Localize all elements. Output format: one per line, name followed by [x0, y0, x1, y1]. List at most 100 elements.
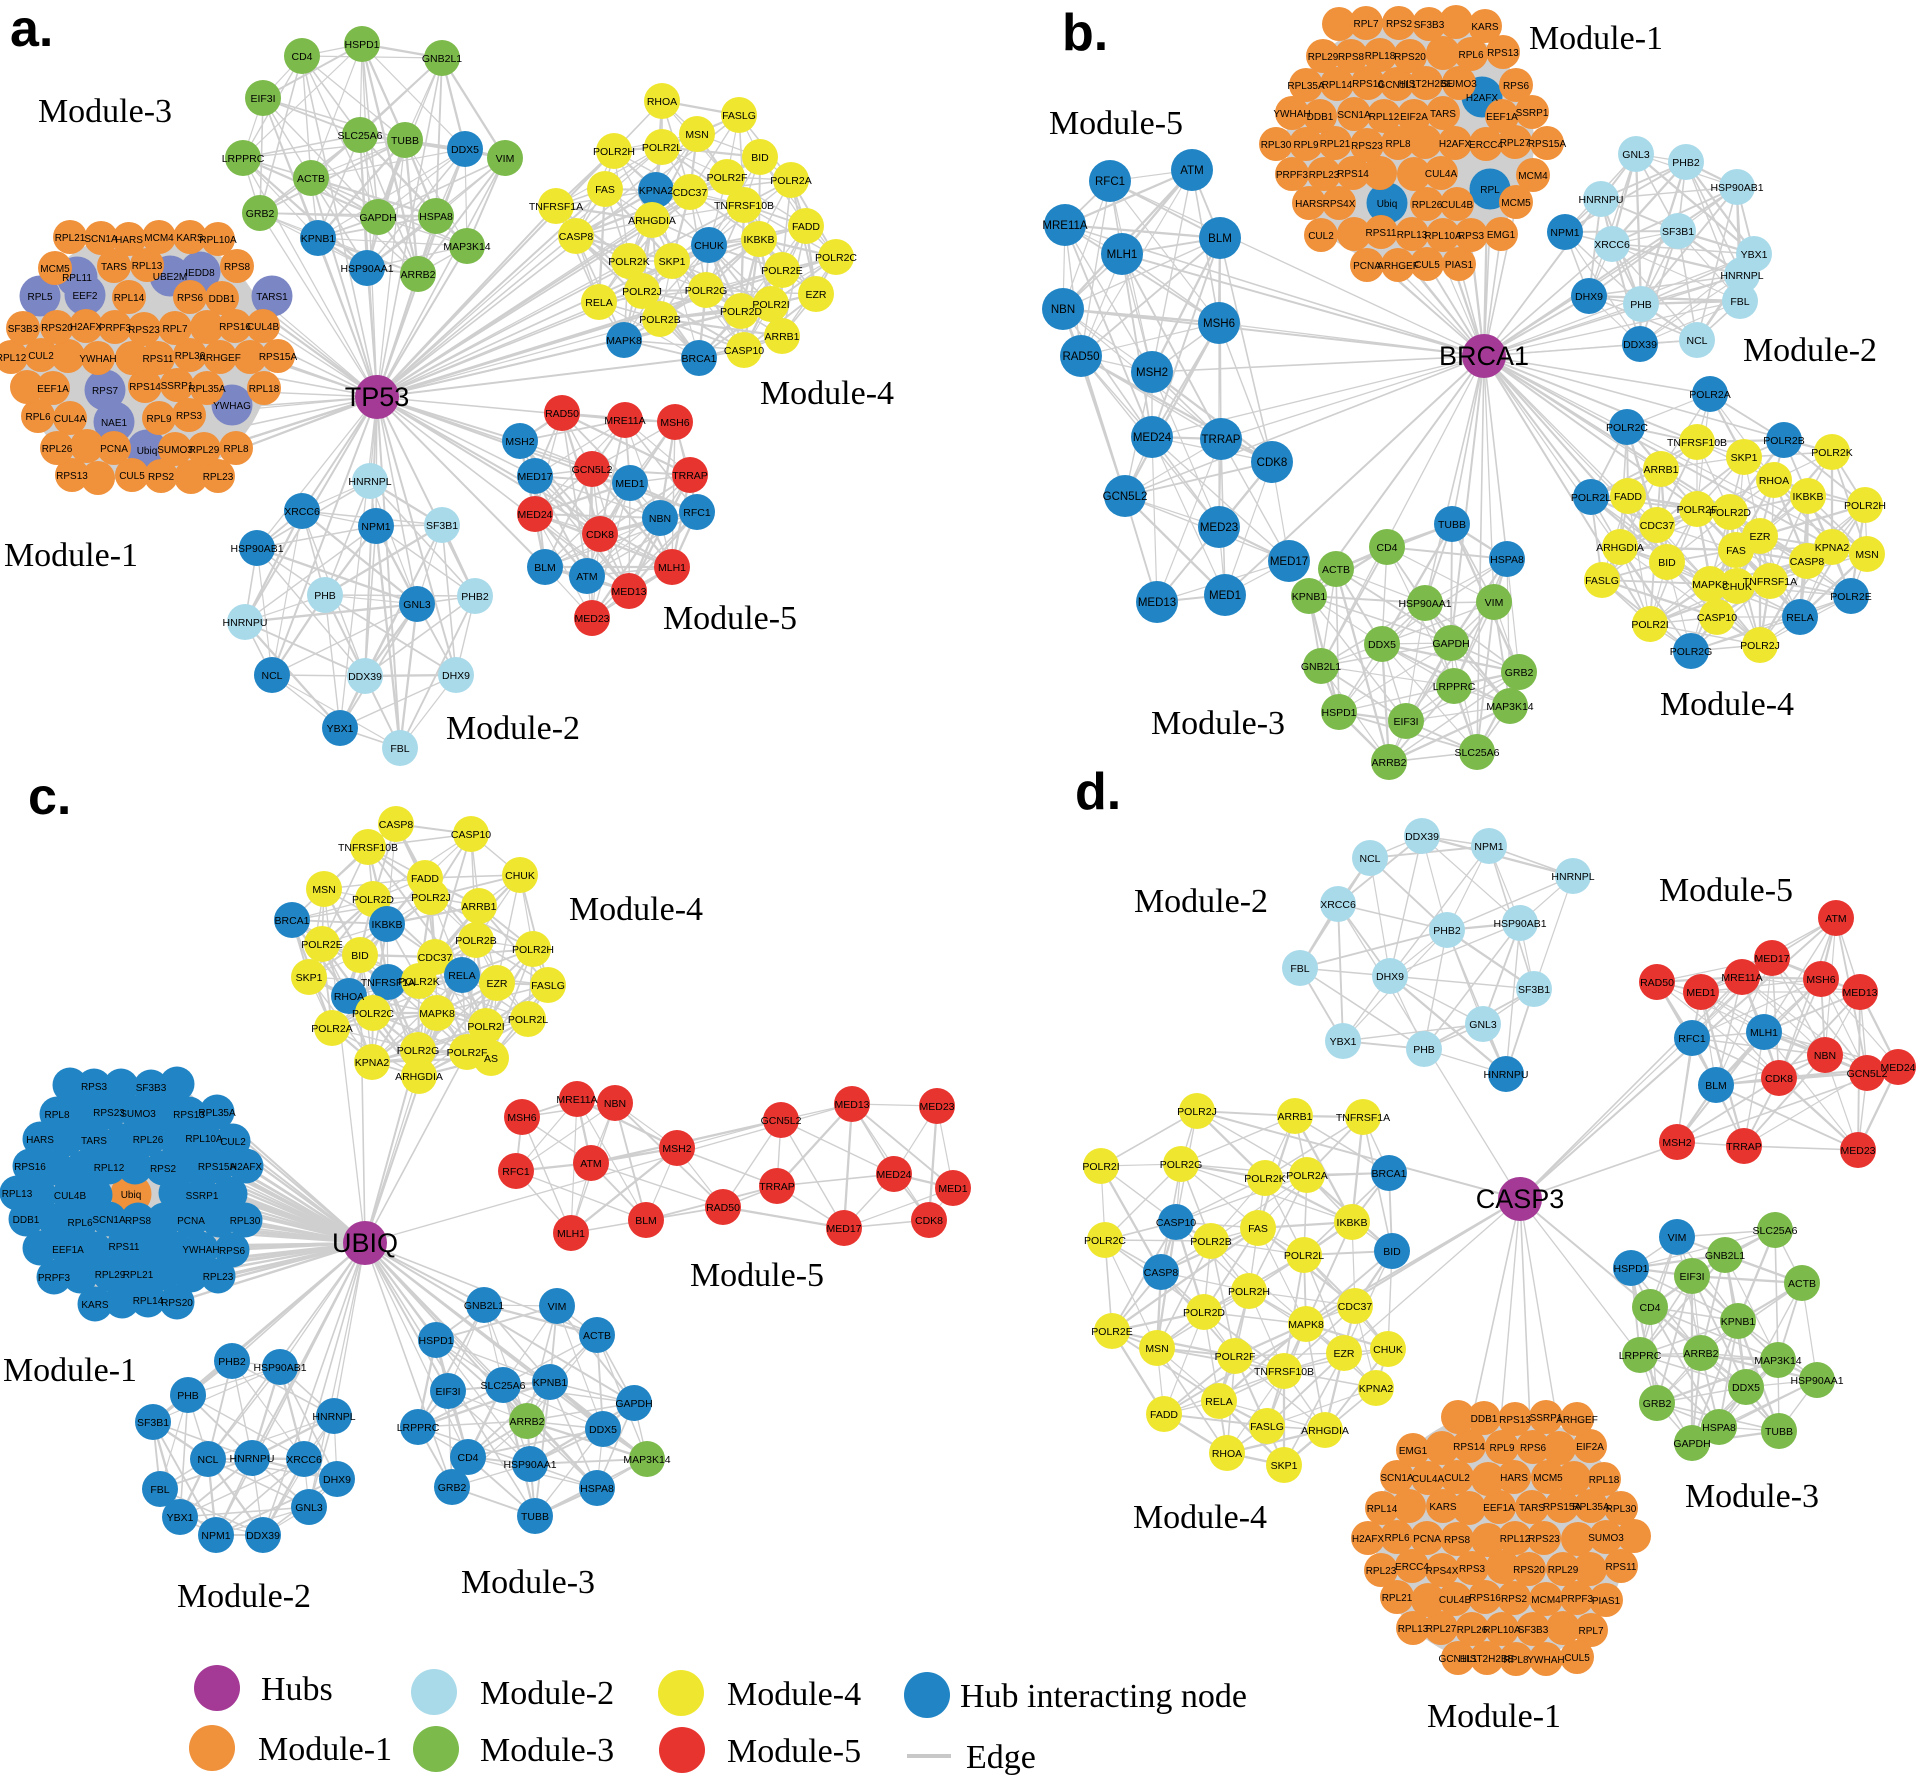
svg-text:NBN: NBN	[1814, 1050, 1836, 1062]
svg-text:RPS11: RPS11	[109, 1242, 140, 1253]
svg-text:RPS8: RPS8	[224, 262, 251, 273]
svg-text:MSH2: MSH2	[505, 436, 534, 448]
svg-text:HSP90AB1: HSP90AB1	[1710, 182, 1763, 194]
svg-text:VIM: VIM	[1668, 1232, 1687, 1244]
svg-text:SCN1A: SCN1A	[1337, 110, 1371, 121]
svg-text:DDB1: DDB1	[13, 1215, 40, 1226]
svg-text:MED17: MED17	[826, 1223, 861, 1235]
svg-text:RPL23: RPL23	[1366, 1566, 1397, 1577]
svg-text:SF3B3: SF3B3	[8, 324, 39, 335]
svg-text:POLR2H: POLR2H	[1844, 500, 1886, 512]
svg-text:HNRNPU: HNRNPU	[230, 1453, 275, 1465]
svg-text:CD4: CD4	[291, 51, 312, 63]
svg-text:MAPK8: MAPK8	[419, 1008, 455, 1020]
svg-text:POLR2L: POLR2L	[1571, 492, 1611, 504]
svg-text:HSPD1: HSPD1	[1321, 707, 1356, 719]
svg-text:RPL27: RPL27	[1500, 138, 1531, 149]
svg-text:ARHGDIA: ARHGDIA	[395, 1071, 443, 1083]
svg-text:DDX5: DDX5	[451, 144, 479, 156]
svg-text:MED24: MED24	[517, 509, 552, 521]
svg-text:POLR2J: POLR2J	[1177, 1106, 1217, 1118]
svg-text:Ubiq: Ubiq	[1377, 199, 1398, 210]
svg-text:RPL30: RPL30	[1261, 140, 1292, 151]
svg-text:RPL18: RPL18	[249, 384, 280, 395]
svg-text:Module-2: Module-2	[1134, 883, 1268, 920]
svg-text:ARRB1: ARRB1	[1643, 464, 1678, 476]
svg-text:SCN1A: SCN1A	[92, 1215, 126, 1226]
svg-text:CASP10: CASP10	[1156, 1217, 1196, 1229]
svg-text:SSRP1: SSRP1	[1530, 1413, 1563, 1424]
svg-text:IKBKB: IKBKB	[1793, 491, 1824, 503]
svg-text:SF3B3: SF3B3	[1414, 20, 1445, 31]
svg-text:RPS3: RPS3	[1458, 231, 1485, 242]
svg-text:Module-5: Module-5	[727, 1733, 861, 1770]
svg-text:CASP10: CASP10	[724, 345, 764, 357]
svg-text:RPS4X: RPS4X	[1323, 199, 1356, 210]
svg-text:HSPA8: HSPA8	[1490, 554, 1524, 566]
svg-text:PRPF3: PRPF3	[1276, 170, 1309, 181]
svg-text:MED23: MED23	[1840, 1145, 1875, 1157]
svg-text:ARHGDIA: ARHGDIA	[1301, 1425, 1349, 1437]
svg-text:ARRB1: ARRB1	[461, 901, 496, 913]
svg-text:CUL4B: CUL4B	[1441, 200, 1474, 211]
svg-text:SF3B3: SF3B3	[136, 1083, 167, 1094]
svg-text:TUBB: TUBB	[1765, 1426, 1793, 1438]
svg-text:NCL: NCL	[197, 1454, 218, 1466]
svg-text:DDX5: DDX5	[1368, 639, 1396, 651]
svg-text:POLR2C: POLR2C	[1606, 422, 1648, 434]
svg-text:Module-3: Module-3	[1685, 1478, 1819, 1515]
svg-text:MED23: MED23	[574, 613, 609, 625]
svg-text:SSRP1: SSRP1	[1516, 108, 1549, 119]
svg-text:CHUK: CHUK	[694, 240, 724, 252]
svg-text:SF3B3: SF3B3	[1518, 1625, 1549, 1636]
svg-text:MLH1: MLH1	[557, 1228, 585, 1240]
svg-text:BLM: BLM	[1208, 233, 1232, 245]
svg-text:POLR2L: POLR2L	[1284, 1250, 1324, 1262]
svg-text:CUL5: CUL5	[1564, 1653, 1590, 1664]
svg-text:Module-5: Module-5	[1049, 105, 1183, 142]
svg-text:RPS16: RPS16	[1469, 1593, 1501, 1604]
svg-text:HSP90AA1: HSP90AA1	[340, 263, 393, 275]
svg-text:POLR2E: POLR2E	[301, 939, 342, 951]
svg-text:CASP3: CASP3	[1476, 1184, 1565, 1214]
svg-text:SKP1: SKP1	[296, 972, 323, 984]
svg-text:RPL7: RPL7	[162, 324, 187, 335]
svg-text:YBX1: YBX1	[167, 1512, 194, 1524]
svg-text:CDC37: CDC37	[1640, 520, 1675, 532]
svg-text:YWHAH: YWHAH	[79, 354, 116, 365]
svg-text:EZR: EZR	[1750, 531, 1771, 543]
svg-text:Module-1: Module-1	[4, 537, 138, 574]
svg-text:ARHGEF: ARHGEF	[1377, 261, 1419, 272]
svg-text:a.: a.	[10, 0, 53, 58]
svg-text:TRRAP: TRRAP	[672, 470, 708, 482]
svg-text:TNFRSF10B: TNFRSF10B	[714, 200, 774, 212]
svg-text:TNFRSF1A: TNFRSF1A	[361, 977, 415, 989]
svg-text:HSP90AB1: HSP90AB1	[253, 1362, 306, 1374]
svg-text:RPL10A: RPL10A	[185, 1134, 223, 1145]
svg-text:RPL5: RPL5	[27, 292, 52, 303]
svg-text:KPNB1: KPNB1	[533, 1377, 568, 1389]
svg-text:EMG1: EMG1	[1487, 230, 1516, 241]
svg-text:RPS13: RPS13	[1499, 1415, 1531, 1426]
svg-text:HNRNPL: HNRNPL	[1551, 871, 1594, 883]
svg-text:ACTB: ACTB	[297, 173, 325, 185]
svg-text:MSH2: MSH2	[1662, 1137, 1691, 1149]
svg-text:Module-4: Module-4	[727, 1676, 861, 1713]
svg-text:MAP3K14: MAP3K14	[443, 241, 490, 253]
svg-text:EEF2: EEF2	[72, 291, 97, 302]
svg-text:RELA: RELA	[1205, 1396, 1232, 1408]
svg-text:POLR2A: POLR2A	[1286, 1170, 1327, 1182]
svg-text:XRCC6: XRCC6	[286, 1454, 322, 1466]
svg-text:RPS23: RPS23	[1528, 1534, 1560, 1545]
svg-text:RPL10A: RPL10A	[1483, 1625, 1521, 1636]
svg-text:KPNA2: KPNA2	[1359, 1383, 1394, 1395]
svg-text:MED13: MED13	[1138, 597, 1176, 609]
svg-text:RPS8: RPS8	[1444, 1535, 1471, 1546]
svg-text:RPS2: RPS2	[1501, 1594, 1528, 1605]
svg-text:BID: BID	[751, 152, 769, 164]
svg-text:EEF1A: EEF1A	[1486, 112, 1518, 123]
svg-text:NBN: NBN	[604, 1098, 626, 1110]
svg-text:PIAS1: PIAS1	[1592, 1596, 1621, 1607]
svg-text:GNL3: GNL3	[403, 599, 431, 611]
svg-text:RPS8: RPS8	[125, 1216, 152, 1227]
